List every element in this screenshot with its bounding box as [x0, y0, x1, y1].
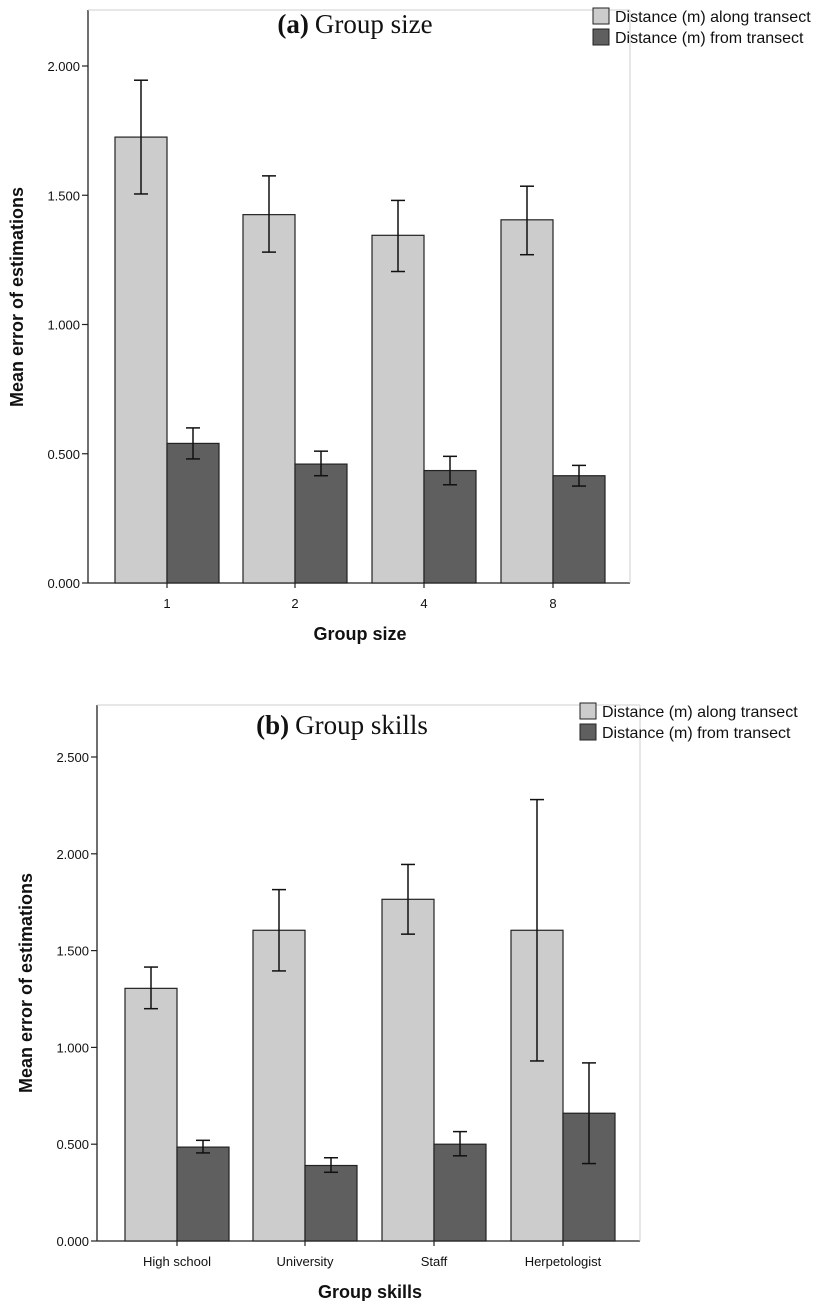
y-tick-label: 1.000 — [56, 1040, 89, 1055]
error-bar — [272, 888, 286, 972]
bar-from-transect — [294, 463, 348, 584]
y-axis-title: Mean error of estimations — [16, 873, 36, 1093]
bar-from-transect — [166, 442, 220, 584]
y-axis-title: Mean error of estimations — [7, 187, 27, 407]
bar-from-transect — [423, 469, 477, 584]
error-bar — [582, 1062, 596, 1165]
bar-from-transect — [176, 1146, 230, 1242]
error-bar — [453, 1130, 467, 1157]
bar-along-transect — [500, 219, 554, 584]
bar-along-transect — [114, 136, 168, 584]
y-tick-label: 0.000 — [47, 576, 80, 591]
error-bar — [314, 450, 328, 477]
y-tick-label: 1.500 — [47, 188, 80, 203]
bar-from-transect — [304, 1164, 358, 1242]
error-bar — [324, 1157, 338, 1174]
bar-along-transect — [124, 987, 178, 1242]
bar-from-transect — [433, 1143, 487, 1242]
y-tick-label: 2.000 — [56, 847, 89, 862]
x-tick-label: High school — [143, 1254, 211, 1269]
x-tick-label: 1 — [163, 596, 170, 611]
error-bar — [262, 175, 276, 253]
bar-along-transect — [371, 234, 425, 584]
bar-along-transect — [381, 898, 435, 1242]
legend-label-from: Distance (m) from transect — [602, 725, 791, 742]
panel-title-text: Group size — [315, 9, 433, 39]
error-bar — [196, 1139, 210, 1154]
legend-swatch-along — [579, 702, 597, 720]
x-tick-label: 8 — [549, 596, 556, 611]
y-tick-label: 2.500 — [56, 750, 89, 765]
y-tick-label: 1.000 — [47, 318, 80, 333]
x-tick-label: Herpetologist — [525, 1254, 602, 1269]
y-tick-label: 0.500 — [56, 1137, 89, 1152]
legend-label-along: Distance (m) along transect — [602, 704, 798, 721]
error-bar — [572, 464, 586, 487]
x-tick-label: 4 — [420, 596, 427, 611]
x-tick-label: 2 — [291, 596, 298, 611]
legend-swatch-from — [579, 723, 597, 741]
error-bar — [530, 798, 544, 1062]
x-axis-title: Group size — [313, 624, 406, 644]
error-bar — [520, 185, 534, 256]
y-tick-label: 1.500 — [56, 944, 89, 959]
bar-from-transect — [552, 475, 606, 584]
error-bar — [443, 455, 457, 486]
legend-swatch-along — [592, 7, 610, 25]
error-bar — [186, 427, 200, 460]
y-tick-label: 2.000 — [47, 59, 80, 74]
y-tick-label: 0.500 — [47, 447, 80, 462]
bar-along-transect — [252, 929, 306, 1242]
legend-label-along: Distance (m) along transect — [615, 9, 811, 26]
x-tick-label: Staff — [421, 1254, 448, 1269]
legend-swatch-from — [592, 28, 610, 46]
chart-title: (a) Group size — [277, 9, 432, 39]
panel-letter: (a) — [277, 9, 308, 39]
chart-title: (b) Group skills — [256, 710, 428, 740]
panel-title-text: Group skills — [295, 710, 428, 740]
error-bar — [144, 966, 158, 1010]
error-bar — [134, 79, 148, 195]
panel-letter: (b) — [256, 710, 289, 740]
x-axis-title: Group skills — [318, 1282, 422, 1301]
bar-along-transect — [242, 214, 296, 584]
error-bar — [391, 199, 405, 273]
y-tick-label: 0.000 — [56, 1234, 89, 1249]
x-tick-label: University — [276, 1254, 334, 1269]
legend-label-from: Distance (m) from transect — [615, 30, 804, 47]
error-bar — [401, 863, 415, 935]
panel-b-group-skills: 0.000 0.500 1.000 1.500 2.000 2.500 High schoo… — [16, 702, 798, 1301]
